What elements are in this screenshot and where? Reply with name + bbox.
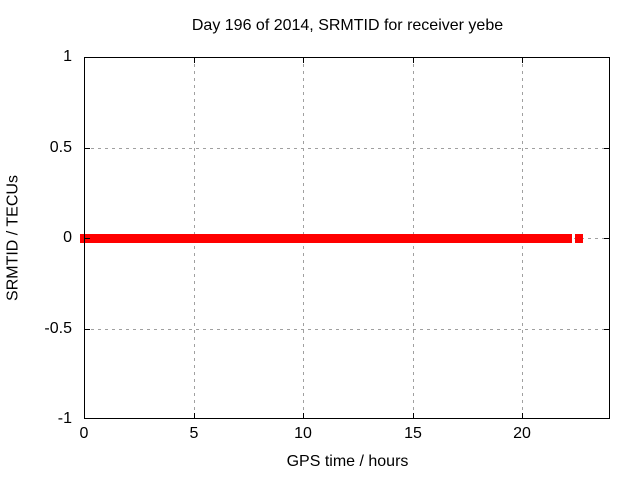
x-tick-bottom [194, 413, 195, 419]
y-tick-right [604, 238, 610, 239]
data-series-srmtid [80, 234, 572, 243]
x-axis-title: GPS time / hours [286, 453, 409, 470]
x-tick-bottom [303, 413, 304, 419]
y-tick-left [84, 238, 90, 239]
chart-title: Day 196 of 2014, SRMTID for receiver yeb… [191, 17, 504, 34]
x-tick-top [413, 57, 414, 63]
x-tick-bottom [522, 413, 523, 419]
x-tick-label: 0 [79, 425, 89, 442]
x-tick-bottom [413, 413, 414, 419]
x-tick-label: 15 [404, 425, 422, 442]
y-tick-label: 0 [63, 229, 72, 246]
plot-area: 0 5 10 15 20 1 0.5 0 -0.5 -1 [44, 48, 610, 442]
x-tick-label: 5 [189, 425, 199, 442]
data-series-srmtid [575, 234, 583, 243]
y-tick-label: -0.5 [44, 320, 72, 337]
y-tick-label: -1 [57, 410, 72, 427]
y-tick-label: 0.5 [49, 139, 72, 156]
y-tick-label: 1 [63, 48, 72, 65]
y-tick-left [84, 329, 90, 330]
x-tick-top [522, 57, 523, 63]
x-tick-label: 20 [513, 425, 531, 442]
y-tick-left [84, 148, 90, 149]
y-tick-right [604, 329, 610, 330]
y-tick-right [604, 148, 610, 149]
gridline-horizontal [84, 148, 610, 149]
gridline-horizontal [84, 329, 610, 330]
x-tick-top [303, 57, 304, 63]
x-tick-top [194, 57, 195, 63]
x-tick-label: 10 [294, 425, 312, 442]
